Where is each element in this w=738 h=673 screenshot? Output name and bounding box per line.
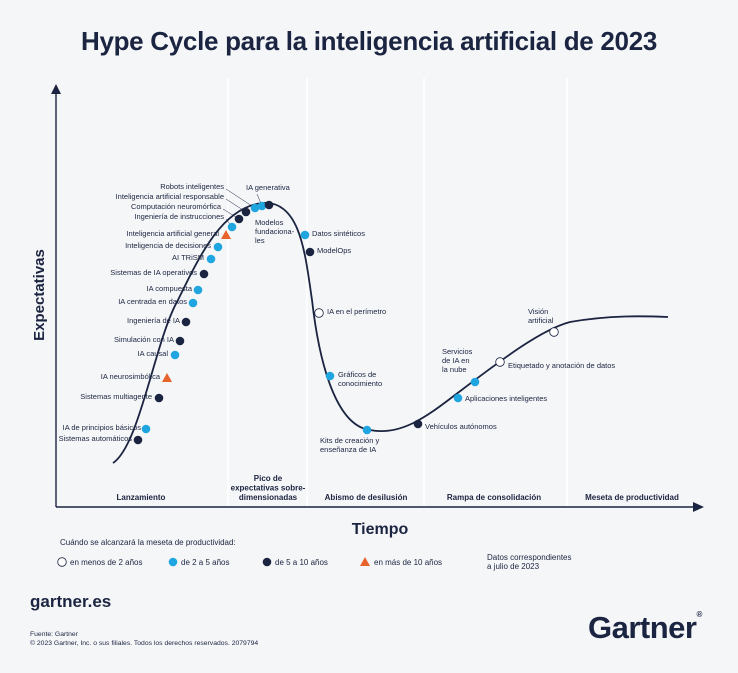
point-label: IA neurosimbólica xyxy=(101,372,161,381)
point-marker xyxy=(57,557,67,567)
point-label: Sistemas multiagente xyxy=(80,392,152,401)
point-marker xyxy=(199,269,209,279)
y-axis-arrow xyxy=(51,84,61,94)
leader-line xyxy=(225,188,256,209)
phase-label: Rampa de consolidación xyxy=(447,493,541,502)
point-marker xyxy=(305,247,315,257)
point-label: Etiquetado y anotación de datos xyxy=(508,361,615,370)
legend-title: Cuándo se alcanzará la meseta de product… xyxy=(60,538,236,547)
point-label: IA centrada en datos xyxy=(118,297,187,306)
point-label: IA compuesta xyxy=(147,284,193,293)
data-date-note: a julio de 2023 xyxy=(487,562,540,571)
point-label: Robots inteligentes xyxy=(160,182,224,191)
gartner-logo-text: Gartner xyxy=(588,610,697,645)
point-marker xyxy=(360,557,370,566)
point-marker xyxy=(264,200,274,210)
point-label: IA en el perímetro xyxy=(327,307,386,316)
point-marker xyxy=(162,373,172,382)
point-label: Aplicaciones inteligentes xyxy=(465,394,547,403)
point-marker xyxy=(227,222,237,232)
point-marker xyxy=(300,230,310,240)
point-marker xyxy=(188,298,198,308)
phase-label: Pico de xyxy=(254,474,283,483)
point-marker xyxy=(175,336,185,346)
point-marker xyxy=(262,557,272,567)
point-label: Gráficos de xyxy=(338,370,376,379)
legend-label: en más de 10 años xyxy=(374,558,442,567)
point-label: Inteligencia artificial responsable xyxy=(116,192,224,201)
legend-label: de 5 a 10 años xyxy=(275,558,328,567)
x-axis-arrow xyxy=(693,502,704,512)
point-marker xyxy=(241,207,251,217)
chart-title: Hype Cycle para la inteligencia artifici… xyxy=(80,26,658,56)
point-label: Inteligencia artificial general xyxy=(126,229,219,238)
point-label: Visión xyxy=(528,307,548,316)
point-marker xyxy=(168,557,178,567)
y-axis-label: Expectativas xyxy=(31,249,48,341)
point-marker xyxy=(362,425,372,435)
phase-label: expectativas sobre- xyxy=(231,484,306,493)
point-marker xyxy=(549,327,559,337)
source-note: Fuente: Gartner © 2023 Gartner, Inc. o s… xyxy=(30,630,258,648)
point-marker xyxy=(234,214,244,224)
point-marker xyxy=(314,308,324,318)
point-marker xyxy=(257,201,267,211)
point-label: Inteligencia de decisiones xyxy=(125,241,211,250)
point-label: la nube xyxy=(442,365,467,374)
point-marker xyxy=(141,424,151,434)
phase-label: Lanzamiento xyxy=(117,493,166,502)
phase-label: Meseta de productividad xyxy=(585,493,679,502)
point-label: Modelos xyxy=(255,218,284,227)
point-marker xyxy=(213,242,223,252)
point-label: Sistemas automáticos xyxy=(59,434,133,443)
point-marker xyxy=(170,350,180,360)
point-label: les xyxy=(255,236,265,245)
point-label: IA causal xyxy=(138,349,169,358)
gartner-logo: Gartner® xyxy=(588,610,702,646)
legend-label: de 2 a 5 años xyxy=(181,558,229,567)
legend-label: en menos de 2 años xyxy=(70,558,143,567)
point-label: Computación neuromórfica xyxy=(131,202,222,211)
point-label: Vehículos autónomos xyxy=(425,422,497,431)
point-marker xyxy=(133,435,143,445)
point-label: Kits de creación y xyxy=(320,436,379,445)
point-label: Servicios xyxy=(442,347,473,356)
point-marker xyxy=(413,419,423,429)
x-axis-label: Tiempo xyxy=(352,521,409,538)
point-label: artificial xyxy=(528,316,554,325)
point-marker xyxy=(470,377,480,387)
point-label: fundaciona- xyxy=(255,227,295,236)
hype-curve xyxy=(112,202,669,464)
point-marker xyxy=(453,393,463,403)
point-label: AI TRiSM xyxy=(172,253,204,262)
point-label: Sistemas de IA operativos xyxy=(110,268,197,277)
phase-label: dimensionadas xyxy=(239,493,298,502)
registered-mark: ® xyxy=(696,610,702,619)
point-label: IA generativa xyxy=(246,183,291,192)
point-marker xyxy=(154,393,164,403)
point-label: Simulación con IA xyxy=(114,335,174,344)
point-marker xyxy=(206,254,216,264)
point-label: conocimiento xyxy=(338,379,382,388)
copyright-line: © 2023 Gartner, Inc. o sus filiales. Tod… xyxy=(30,640,259,647)
point-label: ModelOps xyxy=(317,246,351,255)
point-label: enseñanza de IA xyxy=(320,445,376,454)
point-label: Ingeniería de IA xyxy=(127,316,180,325)
point-label: de IA en xyxy=(442,356,470,365)
point-label: Ingeniería de instrucciones xyxy=(134,212,224,221)
data-date-note: Datos correspondientes xyxy=(487,553,572,562)
phase-label: Abismo de desilusión xyxy=(325,493,408,502)
point-marker xyxy=(495,357,505,367)
gartner-url[interactable]: gartner.es xyxy=(30,592,112,611)
point-marker xyxy=(250,203,260,213)
point-marker xyxy=(181,317,191,327)
source-line: Fuente: Gartner xyxy=(30,631,78,638)
point-label: IA de principios básicos xyxy=(63,423,142,432)
point-marker xyxy=(221,230,231,239)
point-marker xyxy=(193,285,203,295)
point-marker xyxy=(325,371,335,381)
point-label: Datos sintéticos xyxy=(312,229,365,238)
